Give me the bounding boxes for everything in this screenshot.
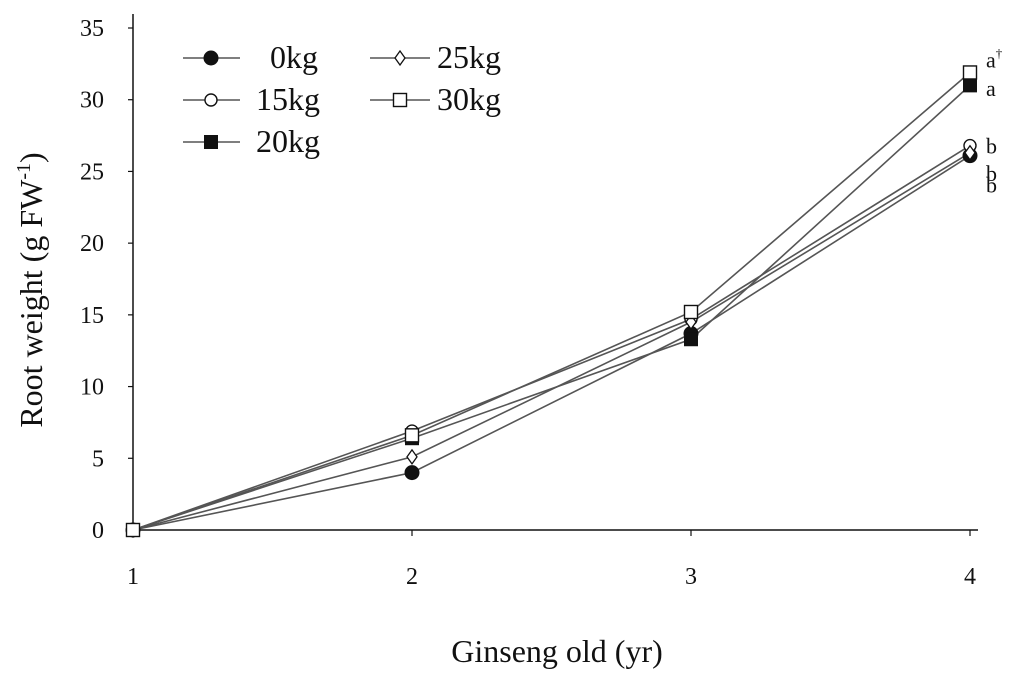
significance-letter: b — [986, 172, 997, 197]
significance-letter: b — [986, 161, 997, 186]
data-point-25kg — [964, 144, 976, 161]
data-point-25kg — [406, 448, 418, 465]
legend-item-20kg: 20kg — [183, 123, 320, 159]
x-axis-ticks: 1 2 3 4 — [127, 530, 976, 590]
data-point-30kg — [962, 65, 978, 80]
y-tick-label: 35 — [80, 16, 104, 42]
legend-marker-30kg — [392, 92, 408, 108]
data-point-30kg — [125, 522, 141, 538]
legend-item-15kg: 15kg — [183, 81, 320, 117]
x-tick-label: 1 — [127, 564, 139, 590]
legend-label: 30kg — [437, 81, 501, 117]
data-point-30kg — [404, 428, 420, 443]
x-tick-label: 4 — [964, 564, 976, 590]
y-axis-title: Root weight (g FW-1) — [13, 152, 49, 427]
y-axis-title-sup: -1 — [13, 163, 35, 180]
data-point-20kg — [684, 332, 698, 347]
y-axis-title-close: ) — [13, 152, 49, 163]
x-tick-label: 3 — [685, 564, 697, 590]
series-lines — [132, 71, 971, 531]
series-markers — [125, 65, 978, 539]
y-axis-ticks: 0 5 10 15 20 25 30 35 — [80, 16, 133, 544]
y-tick-label: 5 — [92, 446, 104, 472]
y-axis-title-main: Root weight (g FW — [13, 179, 49, 428]
data-point-0kg — [404, 465, 420, 481]
data-point-30kg — [683, 304, 699, 320]
legend: 0kg 15kg 20kg 25kg 30kg — [183, 39, 501, 159]
legend-item-0kg: 0kg — [183, 39, 318, 75]
x-axis-title: Ginseng old (yr) — [451, 633, 663, 669]
legend-label: 20kg — [256, 123, 320, 159]
y-tick-label: 0 — [92, 518, 104, 544]
y-tick-label: 20 — [80, 231, 104, 257]
series-line-15kg — [132, 144, 971, 531]
significance-letter: b — [986, 134, 997, 159]
data-point-20kg — [963, 78, 977, 93]
legend-marker-0kg — [203, 50, 219, 66]
legend-label: 25kg — [437, 39, 501, 75]
legend-marker-25kg — [394, 49, 406, 67]
legend-marker-15kg — [204, 93, 218, 107]
x-tick-label: 2 — [406, 564, 418, 590]
significance-superscript: † — [996, 46, 1003, 61]
legend-item-25kg: 25kg — [370, 39, 501, 75]
legend-marker-20kg — [204, 135, 218, 149]
series-line-0kg — [132, 154, 971, 531]
y-tick-label: 25 — [80, 159, 104, 185]
significance-letter: a — [986, 76, 996, 101]
legend-item-30kg: 30kg — [370, 81, 501, 117]
y-tick-label: 15 — [80, 303, 104, 329]
series-line-25kg — [132, 152, 971, 531]
legend-label: 15kg — [256, 81, 320, 117]
y-tick-label: 10 — [80, 375, 104, 401]
significance-letters: a† a bbb — [986, 46, 1003, 198]
significance-letter: a† — [986, 46, 1003, 73]
series-line-30kg — [132, 71, 971, 531]
y-tick-label: 30 — [80, 88, 104, 114]
legend-label: 0kg — [270, 39, 318, 75]
